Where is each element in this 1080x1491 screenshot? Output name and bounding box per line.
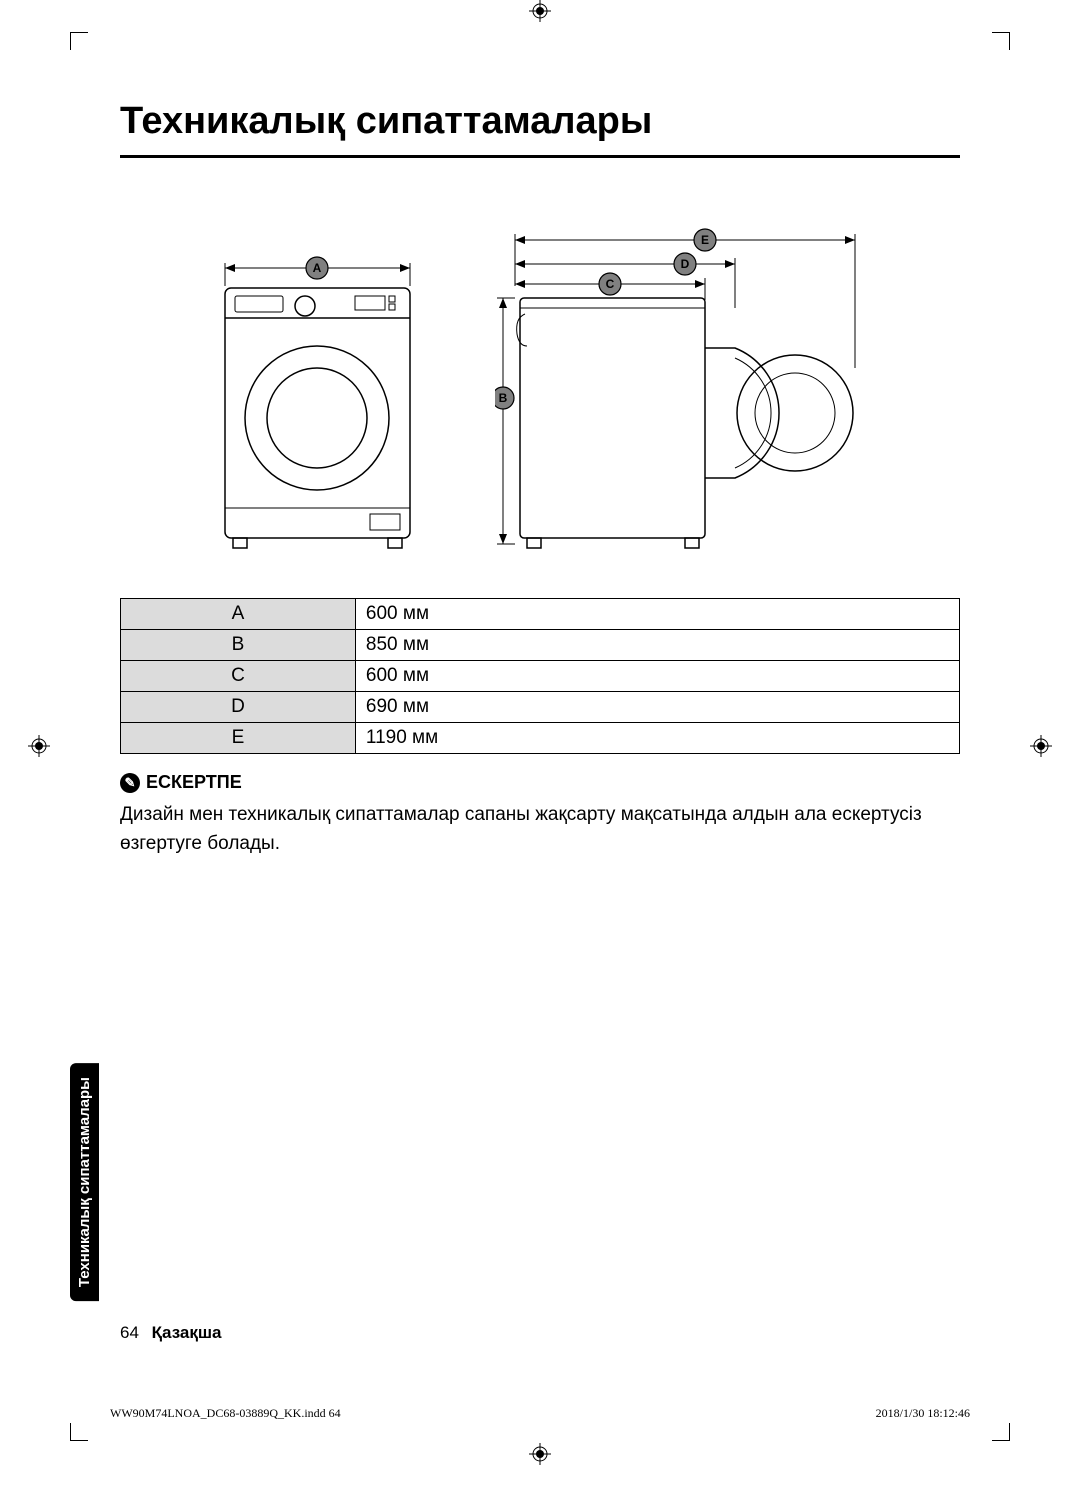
note-block: ✎ ЕСКЕРТПЕ Дизайн мен техникалық сипатта…: [120, 772, 960, 858]
note-icon: ✎: [120, 773, 140, 793]
page-title: Техникалық сипаттамалары: [120, 100, 960, 158]
crop-mark: [992, 1423, 1010, 1441]
dim-row-label: D: [121, 692, 356, 723]
page-footer: 64 Қазақша: [120, 1323, 222, 1343]
dim-row-label: B: [121, 630, 356, 661]
dim-row-value: 1190 мм: [355, 723, 959, 754]
table-row: C 600 мм: [121, 661, 960, 692]
dim-label-e: E: [701, 233, 709, 247]
washer-side-diagram: E D C B: [495, 228, 875, 558]
dim-label-a: A: [313, 261, 322, 275]
registration-mark-icon: [529, 0, 551, 22]
dimensions-table: A 600 мм B 850 мм C 600 мм D 690 мм E 11…: [120, 598, 960, 754]
table-row: D 690 мм: [121, 692, 960, 723]
registration-mark-icon: [1030, 735, 1052, 757]
table-row: E 1190 мм: [121, 723, 960, 754]
page-number: 64: [120, 1323, 139, 1342]
page-content: Техникалық сипаттамалары A: [120, 100, 960, 1391]
dim-row-value: 690 мм: [355, 692, 959, 723]
section-tab: Техникалық сипаттамалары: [70, 1063, 99, 1301]
registration-mark-icon: [28, 735, 50, 757]
table-row: A 600 мм: [121, 599, 960, 630]
imprint-timestamp: 2018/1/30 18:12:46: [876, 1406, 970, 1421]
dim-label-b: B: [499, 391, 508, 405]
washer-front-diagram: A: [205, 228, 435, 558]
note-text: Дизайн мен техникалық сипаттамалар сапан…: [120, 801, 960, 858]
page-language: Қазақша: [152, 1323, 222, 1342]
dim-row-label: A: [121, 599, 356, 630]
crop-mark: [70, 1423, 88, 1441]
note-heading: ✎ ЕСКЕРТПЕ: [120, 772, 960, 793]
crop-mark: [70, 32, 88, 50]
table-row: B 850 мм: [121, 630, 960, 661]
imprint-line: WW90M74LNOA_DC68-03889Q_KK.indd 64 2018/…: [110, 1406, 970, 1421]
crop-mark: [992, 32, 1010, 50]
registration-mark-icon: [529, 1443, 551, 1465]
dim-row-value: 600 мм: [355, 599, 959, 630]
note-heading-text: ЕСКЕРТПЕ: [146, 772, 242, 793]
dimension-diagram: A: [120, 228, 960, 558]
dim-row-value: 850 мм: [355, 630, 959, 661]
dim-label-d: D: [681, 257, 690, 271]
dim-row-label: C: [121, 661, 356, 692]
dim-label-c: C: [606, 277, 615, 291]
dim-row-label: E: [121, 723, 356, 754]
imprint-file: WW90M74LNOA_DC68-03889Q_KK.indd 64: [110, 1406, 341, 1421]
dim-row-value: 600 мм: [355, 661, 959, 692]
